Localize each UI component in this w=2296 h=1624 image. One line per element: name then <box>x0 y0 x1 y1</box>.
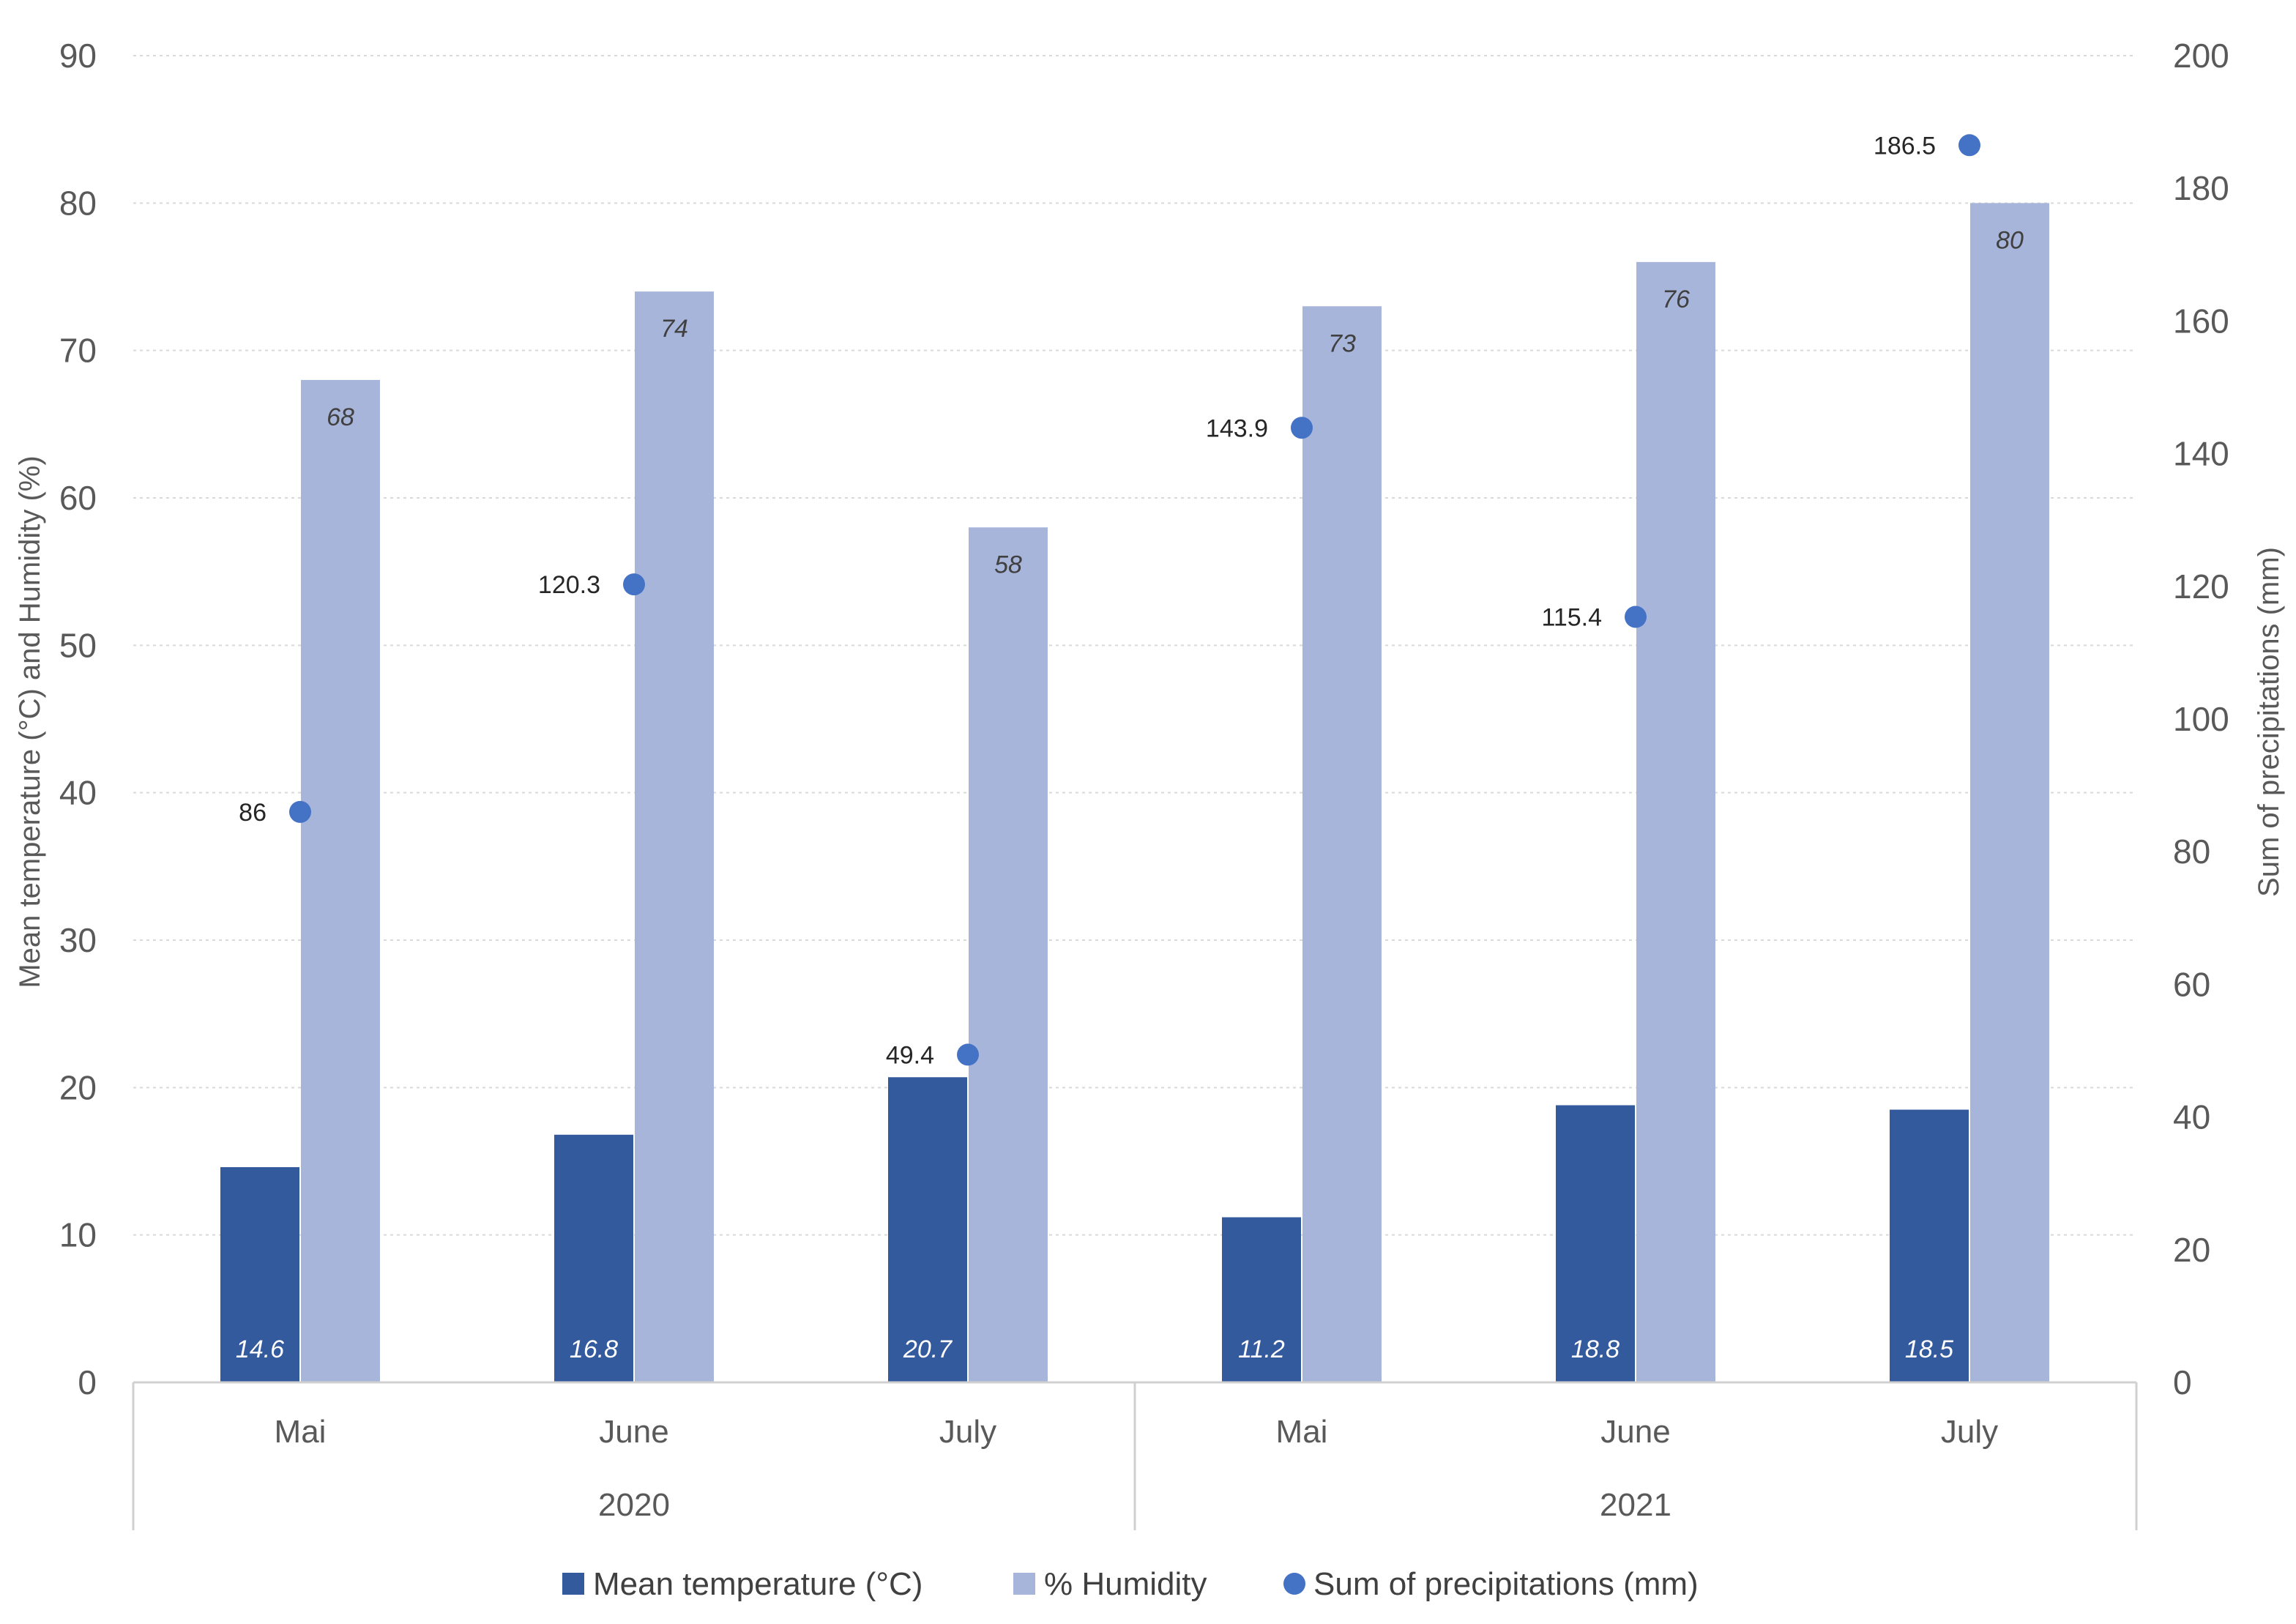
group-label: 2021 <box>1600 1487 1671 1523</box>
right-tick-label: 160 <box>2173 302 2229 340</box>
left-tick-label: 60 <box>59 479 97 517</box>
temperature-bar <box>1890 1109 1969 1382</box>
category-label: June <box>1600 1414 1670 1450</box>
precipitation-point <box>1291 417 1313 439</box>
humidity-bars: 68 74 58 73 76 80 <box>301 203 2049 1383</box>
category-label: Mai <box>1276 1414 1328 1450</box>
right-tick-label: 140 <box>2173 435 2229 473</box>
legend-label-precipitation: Sum of precipitations (mm) <box>1313 1566 1699 1602</box>
right-axis-title: Sum of precipitations (mm) <box>2253 547 2285 897</box>
humidity-data-label: 74 <box>660 315 688 343</box>
temperature-bar <box>220 1167 299 1382</box>
axes <box>132 1381 2138 1530</box>
right-tick-label: 0 <box>2173 1363 2192 1401</box>
humidity-bar <box>969 527 1048 1383</box>
precipitation-points: 86 120.3 49.4 143.9 115.4 186.5 <box>239 132 1980 1069</box>
humidity-data-label: 68 <box>327 403 354 431</box>
legend-label-temperature: Mean temperature (°C) <box>593 1566 922 1602</box>
precipitation-data-label: 115.4 <box>1541 603 1602 631</box>
left-tick-label: 0 <box>78 1363 97 1401</box>
right-tick-label: 200 <box>2173 37 2229 75</box>
precipitation-data-label: 186.5 <box>1874 132 1936 160</box>
precipitation-data-label: 143.9 <box>1206 414 1268 442</box>
left-tick-label: 10 <box>59 1216 97 1254</box>
right-tick-label: 120 <box>2173 567 2229 606</box>
humidity-data-label: 58 <box>994 551 1022 578</box>
precipitation-data-label: 49.4 <box>886 1041 934 1069</box>
precipitation-point <box>1958 134 1980 157</box>
gridlines <box>133 55 2136 1236</box>
humidity-bar <box>635 291 714 1383</box>
left-tick-label: 20 <box>59 1068 97 1106</box>
legend: Mean temperature (°C) % Humidity Sum of … <box>562 1566 1699 1602</box>
group-label: 2020 <box>598 1487 670 1523</box>
temperature-bars: 14.6 16.8 20.7 11.2 18.8 18.5 <box>220 1077 1969 1382</box>
legend-swatch-temperature <box>562 1573 584 1595</box>
humidity-data-label: 76 <box>1662 286 1690 313</box>
right-tick-label: 180 <box>2173 169 2229 207</box>
precipitation-data-label: 86 <box>239 799 266 827</box>
category-label: July <box>939 1414 996 1450</box>
left-axis-title: Mean temperature (°C) and Humidity (%) <box>14 455 46 988</box>
left-tick-label: 50 <box>59 626 97 664</box>
category-label: July <box>1941 1414 1998 1450</box>
left-axis-ticks: 0 10 20 30 40 50 60 70 80 90 <box>59 37 97 1401</box>
legend-marker-precipitation <box>1283 1573 1305 1595</box>
precipitation-point <box>1625 606 1647 628</box>
left-tick-label: 90 <box>59 37 97 75</box>
temperature-bar <box>888 1077 967 1382</box>
humidity-bar <box>1636 261 1715 1382</box>
humidity-bar <box>301 379 380 1382</box>
right-axis-ticks: 0 20 40 60 80 100 120 140 160 180 200 <box>2173 37 2229 1401</box>
humidity-bar <box>1302 306 1382 1383</box>
left-tick-label: 40 <box>59 774 97 812</box>
temperature-bar <box>554 1134 633 1382</box>
category-label: June <box>599 1414 668 1450</box>
right-tick-label: 100 <box>2173 700 2229 738</box>
humidity-bar <box>1970 203 2049 1382</box>
left-tick-label: 80 <box>59 184 97 222</box>
right-tick-label: 80 <box>2173 833 2210 871</box>
legend-label-humidity: % Humidity <box>1044 1566 1207 1602</box>
temperature-data-label: 18.8 <box>1571 1336 1620 1363</box>
left-tick-label: 30 <box>59 921 97 959</box>
precipitation-point <box>623 573 645 596</box>
humidity-data-label: 80 <box>1996 226 2024 254</box>
temperature-data-label: 18.5 <box>1905 1336 1953 1363</box>
precipitation-point <box>957 1043 979 1066</box>
temperature-bar <box>1222 1217 1301 1382</box>
temperature-data-label: 20.7 <box>903 1336 953 1363</box>
right-tick-label: 40 <box>2173 1098 2210 1136</box>
right-tick-label: 20 <box>2173 1231 2210 1269</box>
category-label: Mai <box>275 1414 327 1450</box>
temperature-bar <box>1556 1105 1635 1382</box>
right-tick-label: 60 <box>2173 965 2210 1003</box>
humidity-data-label: 73 <box>1328 329 1356 357</box>
temperature-data-label: 14.6 <box>236 1336 284 1363</box>
precipitation-data-label: 120.3 <box>538 571 600 599</box>
temperature-data-label: 16.8 <box>570 1336 618 1363</box>
precipitation-point <box>289 800 311 823</box>
category-labels: Mai June July 2020 Mai June July 2021 <box>275 1414 1999 1523</box>
temperature-data-label: 11.2 <box>1238 1336 1285 1363</box>
left-tick-label: 70 <box>59 332 97 370</box>
legend-swatch-humidity <box>1013 1573 1035 1595</box>
